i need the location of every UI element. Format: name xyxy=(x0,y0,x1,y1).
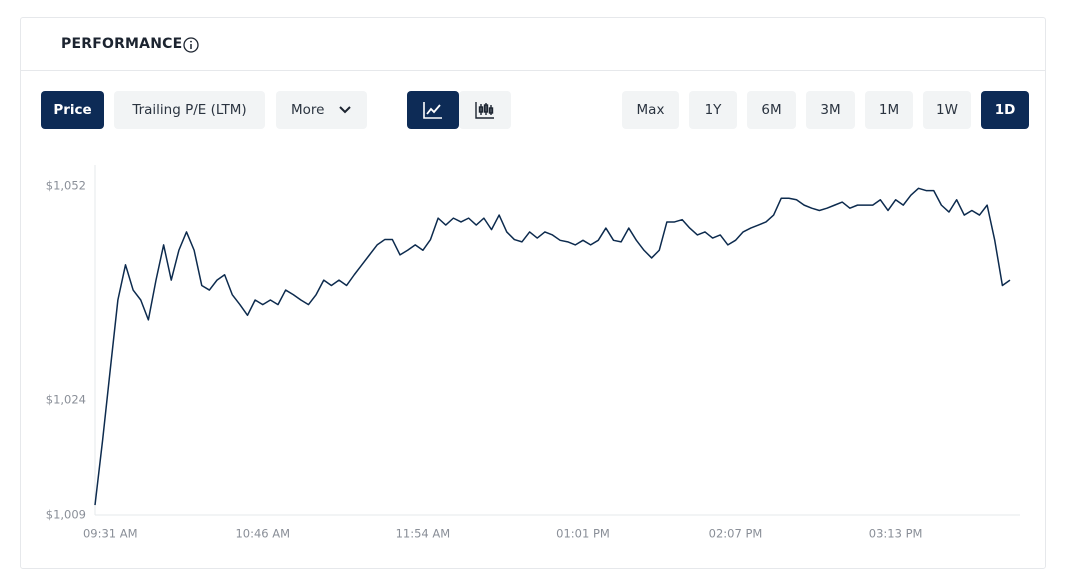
candle-chart-toggle[interactable] xyxy=(459,91,511,129)
price-line xyxy=(94,187,1011,506)
candle-icon xyxy=(475,102,494,119)
range-button[interactable]: 6M xyxy=(747,91,796,129)
x-tick-label: 09:31 AM xyxy=(83,527,138,541)
range-button[interactable]: 1M xyxy=(865,91,913,129)
range-button[interactable]: 3M xyxy=(806,91,855,129)
range-button[interactable]: 1W xyxy=(923,91,971,129)
more-label: More xyxy=(291,102,325,118)
x-tick-label: 02:07 PM xyxy=(709,527,763,541)
range-button[interactable]: 1D xyxy=(981,91,1029,129)
divider xyxy=(21,70,1046,71)
y-tick-label: $1,024 xyxy=(46,393,86,407)
x-tick-label: 01:01 PM xyxy=(556,527,610,541)
line-icon xyxy=(423,102,442,119)
info-icon[interactable] xyxy=(183,37,199,53)
x-tick-label: 10:46 AM xyxy=(235,527,290,541)
metric-button[interactable]: Trailing P/E (LTM) xyxy=(114,91,265,129)
y-tick-label: $1,052 xyxy=(46,179,86,193)
card xyxy=(20,17,1046,569)
range-button[interactable]: 1Y xyxy=(689,91,737,129)
x-tick-label: 03:13 PM xyxy=(869,527,923,541)
chevron xyxy=(339,106,351,114)
section-title: PERFORMANCE xyxy=(61,36,183,52)
y-tick-label: $1,009 xyxy=(46,508,86,522)
range-button[interactable]: Max xyxy=(622,91,679,129)
metric-button[interactable]: Price xyxy=(41,91,104,129)
more-button[interactable]: More xyxy=(276,91,367,129)
x-tick-label: 11:54 AM xyxy=(396,527,451,541)
line-chart-toggle[interactable] xyxy=(407,91,459,129)
